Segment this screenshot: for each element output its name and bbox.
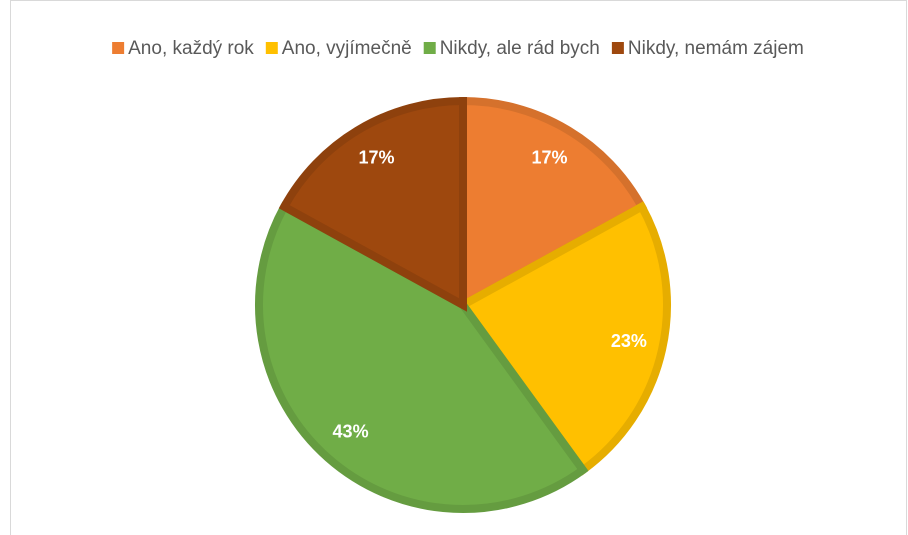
pie-slice [457,201,671,476]
value-label: 17% [358,147,394,167]
legend-text: Ano, vyjímečně [282,38,412,59]
legend-text: Ano, každý rok [128,38,254,59]
legend-text: Nikdy, ale rád bych [440,38,600,59]
legend-swatch [265,42,278,54]
value-label: 43% [333,421,369,441]
legend-swatch [112,42,125,54]
value-label: 17% [532,147,568,167]
pie-slice [459,96,648,312]
pie-slice [255,201,589,513]
value-label: 23% [611,331,647,351]
legend: Ano, každý rok Ano, vyjímečně Nikdy, ale r… [112,38,804,59]
legend-text: Nikdy, nemám zájem [628,38,804,59]
legend-swatch [611,42,624,54]
legend-swatch [423,42,436,54]
pie-slice [278,96,467,312]
